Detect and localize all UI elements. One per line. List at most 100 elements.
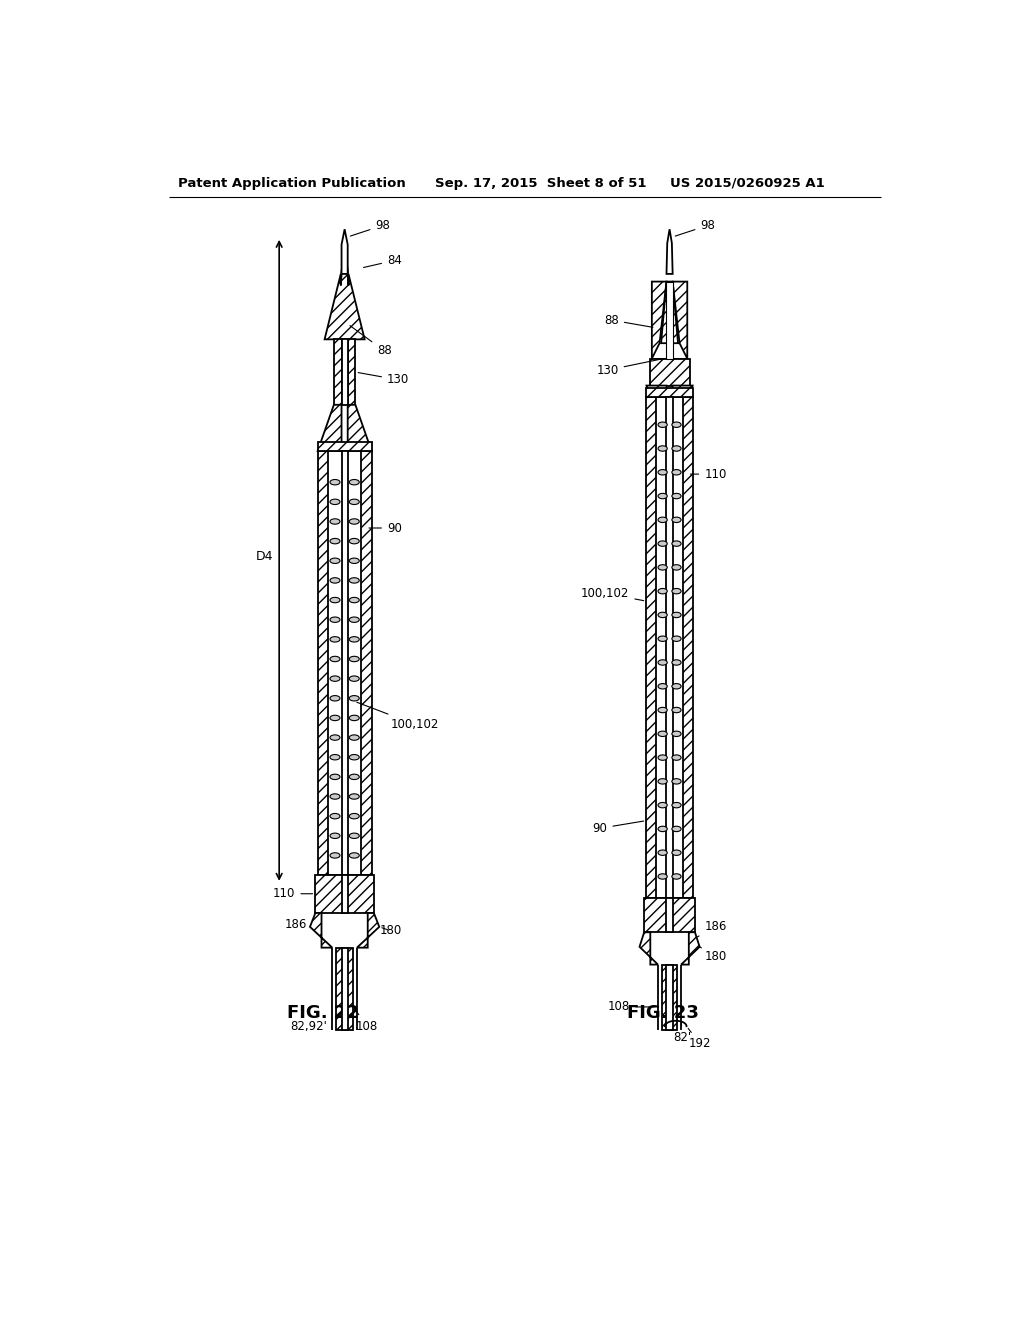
Text: 180: 180 [699, 946, 726, 962]
Ellipse shape [349, 656, 359, 661]
Ellipse shape [349, 853, 359, 858]
Bar [342, 451, 348, 875]
Ellipse shape [330, 539, 340, 544]
Ellipse shape [349, 616, 359, 623]
Bar [683, 397, 692, 898]
Text: 100,102: 100,102 [581, 587, 644, 601]
Ellipse shape [658, 755, 668, 760]
Bar [342, 339, 348, 405]
Text: 88: 88 [350, 326, 392, 358]
Bar [667, 965, 673, 1030]
Text: 130: 130 [358, 372, 410, 387]
Ellipse shape [658, 826, 668, 832]
Polygon shape [310, 913, 333, 948]
Ellipse shape [672, 874, 681, 879]
Text: D4: D4 [256, 550, 273, 564]
Ellipse shape [330, 578, 340, 583]
Ellipse shape [672, 446, 681, 451]
Ellipse shape [349, 539, 359, 544]
Ellipse shape [658, 422, 668, 428]
Bar [646, 388, 692, 397]
Ellipse shape [672, 565, 681, 570]
Polygon shape [640, 932, 658, 965]
Ellipse shape [349, 696, 359, 701]
Ellipse shape [349, 715, 359, 721]
Text: 88: 88 [604, 314, 653, 327]
Ellipse shape [349, 833, 359, 838]
Ellipse shape [330, 793, 340, 799]
Ellipse shape [330, 833, 340, 838]
Text: 98: 98 [675, 219, 715, 236]
Ellipse shape [658, 731, 668, 737]
Polygon shape [646, 385, 667, 397]
Text: 98: 98 [350, 219, 390, 236]
Ellipse shape [658, 541, 668, 546]
Ellipse shape [672, 636, 681, 642]
Ellipse shape [330, 598, 340, 603]
Ellipse shape [330, 813, 340, 818]
Ellipse shape [672, 850, 681, 855]
Bar [342, 875, 348, 913]
Text: 186: 186 [697, 920, 727, 937]
Ellipse shape [658, 612, 668, 618]
Bar [646, 397, 656, 898]
Ellipse shape [349, 735, 359, 741]
Ellipse shape [658, 779, 668, 784]
Bar [342, 948, 348, 1030]
Bar [667, 281, 673, 359]
Ellipse shape [672, 708, 681, 713]
Ellipse shape [330, 735, 340, 741]
Polygon shape [662, 281, 678, 343]
Polygon shape [348, 405, 372, 451]
Ellipse shape [330, 774, 340, 780]
Polygon shape [667, 230, 673, 275]
Ellipse shape [658, 684, 668, 689]
Polygon shape [341, 234, 348, 275]
Ellipse shape [330, 696, 340, 701]
Ellipse shape [349, 519, 359, 524]
Bar [662, 965, 677, 1030]
Ellipse shape [672, 422, 681, 428]
Bar [317, 875, 372, 884]
Ellipse shape [349, 813, 359, 818]
Polygon shape [325, 234, 365, 339]
Ellipse shape [330, 519, 340, 524]
Bar [667, 898, 673, 932]
Ellipse shape [349, 479, 359, 484]
Polygon shape [652, 281, 667, 359]
Ellipse shape [330, 656, 340, 661]
Bar [317, 451, 329, 875]
Ellipse shape [330, 499, 340, 504]
Ellipse shape [672, 803, 681, 808]
Text: 82,92': 82,92' [290, 1019, 333, 1032]
Ellipse shape [672, 755, 681, 760]
Ellipse shape [672, 589, 681, 594]
Text: FIG. 22: FIG. 22 [287, 1005, 358, 1022]
Polygon shape [357, 913, 379, 948]
Polygon shape [342, 230, 348, 275]
Polygon shape [673, 281, 687, 359]
Text: Sep. 17, 2015  Sheet 8 of 51: Sep. 17, 2015 Sheet 8 of 51 [435, 177, 646, 190]
Ellipse shape [672, 517, 681, 523]
Ellipse shape [658, 636, 668, 642]
Bar [649, 359, 689, 385]
Ellipse shape [349, 578, 359, 583]
Ellipse shape [658, 565, 668, 570]
Ellipse shape [658, 708, 668, 713]
Ellipse shape [658, 803, 668, 808]
Ellipse shape [330, 636, 340, 642]
Ellipse shape [349, 558, 359, 564]
Ellipse shape [658, 494, 668, 499]
Text: 186: 186 [285, 917, 312, 931]
Text: 110: 110 [273, 887, 312, 900]
Text: 90: 90 [369, 521, 401, 535]
Ellipse shape [330, 616, 340, 623]
Polygon shape [317, 405, 342, 451]
Ellipse shape [349, 636, 359, 642]
Ellipse shape [672, 731, 681, 737]
Ellipse shape [330, 853, 340, 858]
Ellipse shape [672, 494, 681, 499]
Ellipse shape [330, 676, 340, 681]
Bar [667, 397, 673, 898]
Ellipse shape [349, 499, 359, 504]
